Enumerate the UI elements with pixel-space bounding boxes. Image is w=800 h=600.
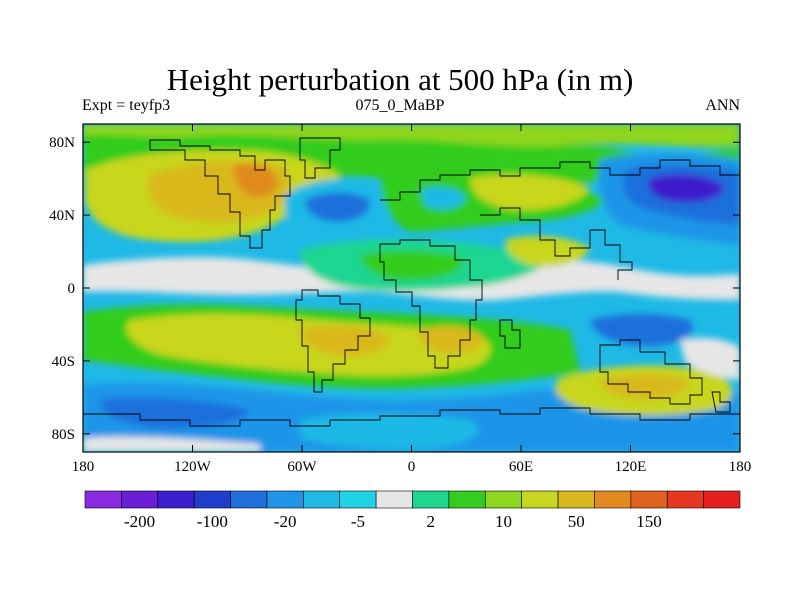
colorbar-box: [230, 490, 268, 509]
field-sh-yellow: [126, 313, 491, 376]
colorbar-label: 150: [636, 512, 662, 531]
colorbar-box: [303, 490, 341, 509]
colorbar-box: [84, 490, 122, 509]
colorbar-box: [339, 490, 377, 509]
plot-title: Height perturbation at 500 hPa (in m): [166, 62, 634, 97]
field-pacific-low-deep: [648, 174, 725, 203]
colorbar: -200 -100 -20 -5 2 10 50 150: [84, 490, 741, 531]
coastline-madagascar: [499, 319, 521, 349]
colorbar-box: [412, 490, 450, 509]
coastline-asia: [480, 207, 633, 280]
colorbar-box: [157, 490, 195, 509]
y-tick-label: 0: [68, 281, 76, 297]
x-tick-label: 120E: [615, 459, 647, 475]
colorbar-box: [484, 490, 522, 509]
x-tick-label: 60E: [509, 459, 533, 475]
experiment-label: Expt = teyfp3: [82, 97, 171, 114]
y-tick-label: 40N: [49, 208, 75, 224]
field-eurasia-yellow: [470, 174, 590, 211]
y-tick-label: 40S: [52, 354, 75, 370]
colorbar-box: [703, 490, 741, 509]
colorbar-box: [630, 490, 668, 509]
y-tick-label: 80S: [52, 427, 75, 443]
y-axis-ticks: 80N 40N 0 40S 80S: [49, 135, 740, 443]
colorbar-box: [521, 490, 559, 509]
colorbar-label: 50: [568, 512, 585, 531]
colorbar-box: [193, 490, 231, 509]
colorbar-box: [375, 490, 413, 509]
field-sh-low-blue-west: [100, 398, 250, 429]
colorbar-label: 2: [426, 512, 435, 531]
coastline-africa: [379, 239, 483, 369]
x-tick-label: 180: [72, 459, 95, 475]
field-arctic-band: [83, 124, 740, 147]
x-tick-label: 180: [729, 459, 752, 475]
height-field: [83, 124, 740, 452]
period-label: 075_0_MaBP: [355, 97, 445, 114]
field-indian-gold: [600, 374, 690, 399]
colorbar-label: -5: [351, 512, 365, 531]
coastline-new-zealand: [711, 391, 731, 413]
colorbar-label: -20: [274, 512, 297, 531]
x-tick-label: 120W: [174, 459, 212, 475]
coastline-antarctica: [83, 407, 740, 427]
field-eurasia-cyan: [420, 187, 466, 210]
coastline-north-america: [149, 139, 291, 249]
x-tick-label: 0: [408, 459, 416, 475]
field-atlantic-low-blue: [305, 192, 371, 222]
colorbar-label: -100: [197, 512, 228, 531]
coastline-australia: [599, 339, 703, 405]
colorbar-box: [121, 490, 159, 509]
field-east-pacific-gray: [680, 337, 740, 380]
coastline-greenland: [299, 137, 341, 179]
field-tropical-light-green: [360, 250, 463, 281]
coastline-europe: [380, 159, 740, 201]
x-axis-ticks: 180 120W 60W 0 60E 120E 180: [72, 124, 752, 475]
coastline-outline: [83, 137, 740, 427]
colorbar-box: [266, 490, 304, 509]
field-sh-gold: [300, 325, 390, 356]
field-arabia-yellow: [505, 235, 590, 267]
season-label: ANN: [705, 97, 740, 114]
colorbar-box: [594, 490, 632, 509]
field-nh-high-orange: [234, 163, 278, 197]
colorbar-box: [448, 490, 486, 509]
field-antarctic-cyan: [300, 413, 478, 449]
coastline-south-america: [295, 289, 371, 393]
x-tick-label: 60W: [287, 459, 317, 475]
colorbar-label: -200: [124, 512, 155, 531]
field-australia-blue: [590, 314, 693, 346]
colorbar-label: 10: [495, 512, 512, 531]
y-tick-label: 80N: [49, 135, 75, 151]
field-antarctic-gray: [83, 436, 260, 452]
colorbar-box: [666, 490, 704, 509]
colorbar-box: [557, 490, 595, 509]
field-south-atlantic-gold: [419, 325, 485, 353]
